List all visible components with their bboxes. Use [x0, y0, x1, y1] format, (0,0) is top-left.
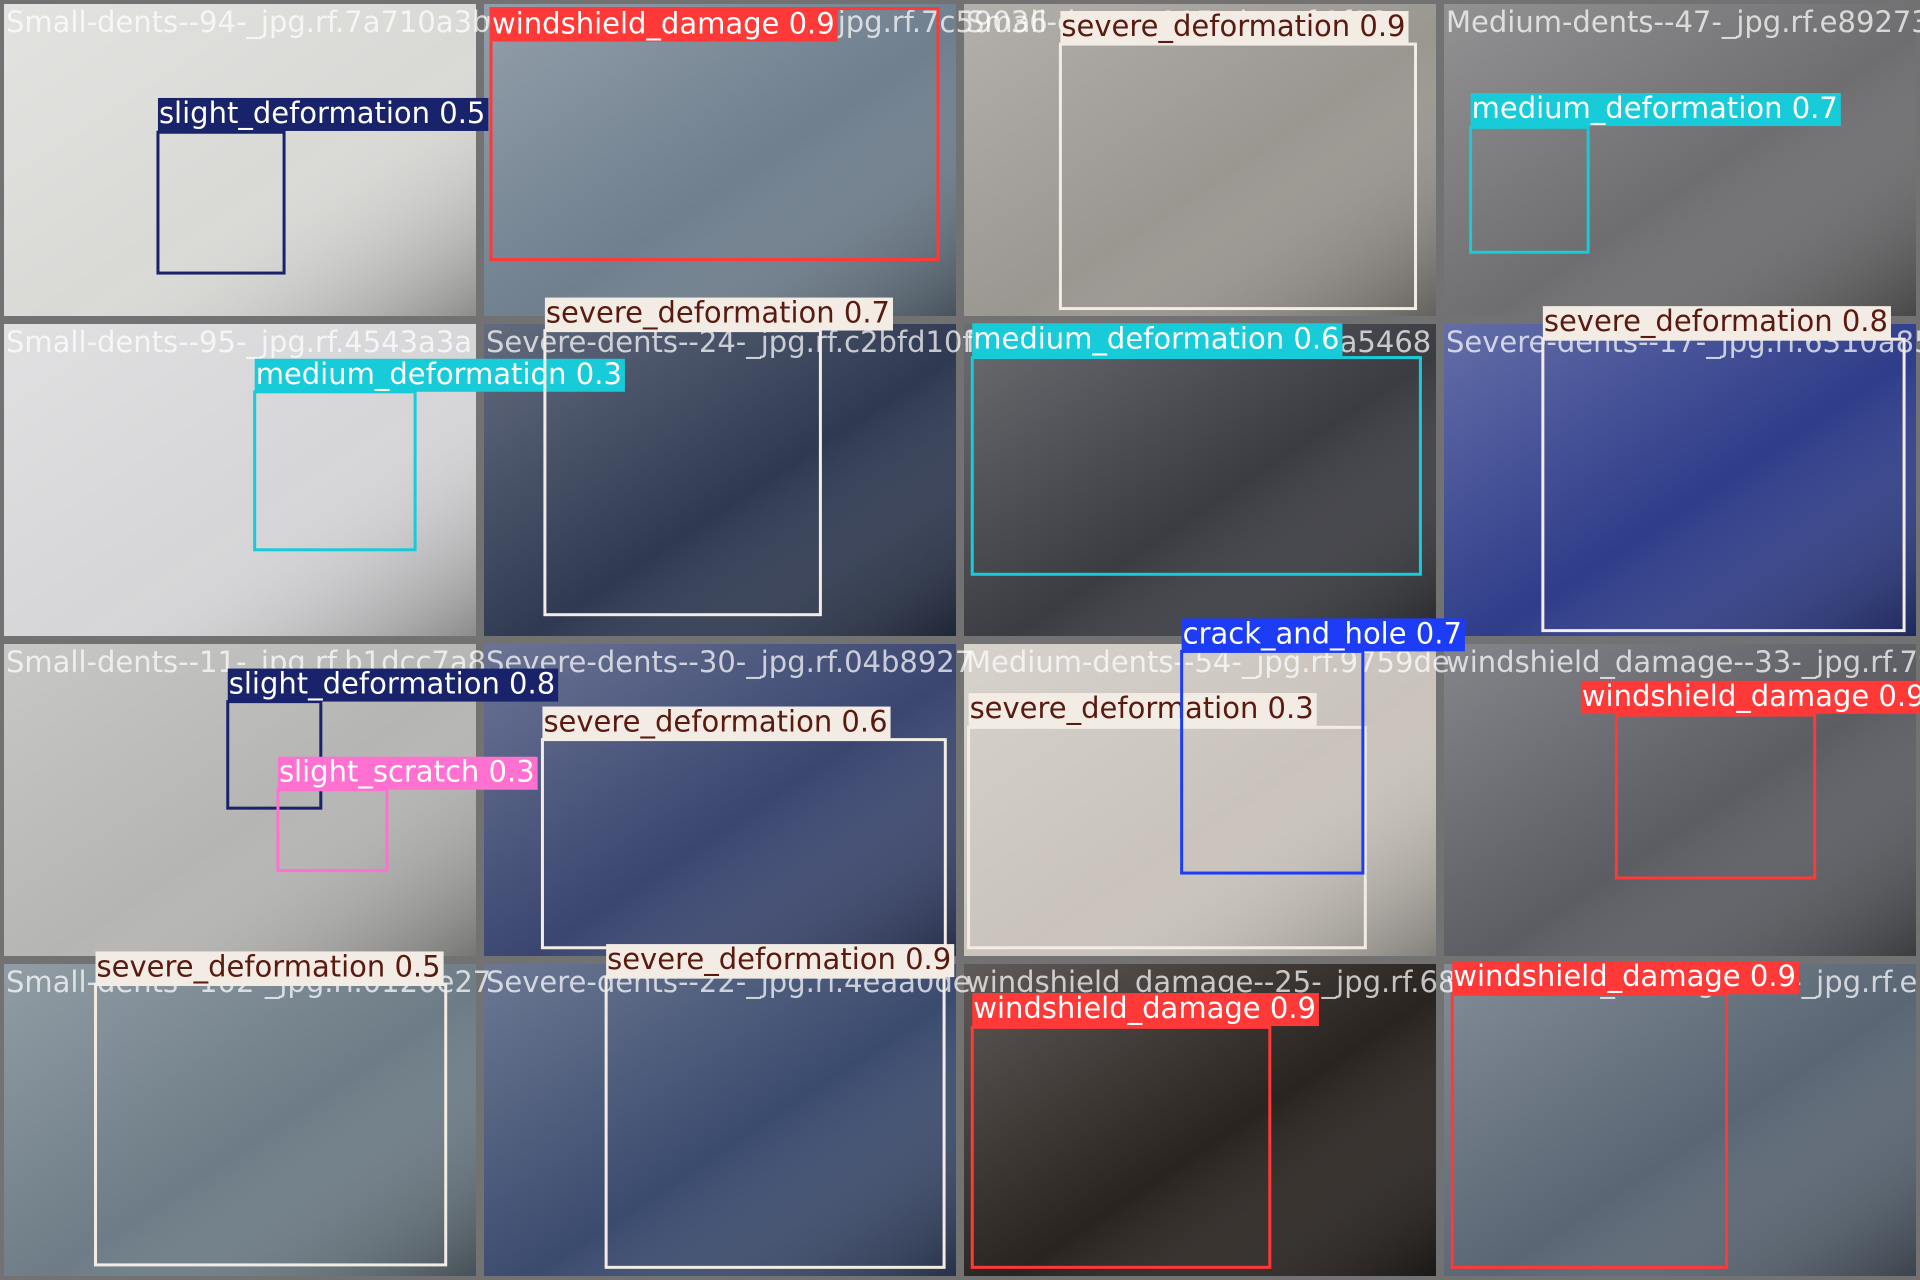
bounding-box: [1614, 713, 1817, 880]
filename: Severe-dents--30-_jpg.rf.04b8927: [486, 645, 973, 679]
label-background: [157, 97, 489, 131]
bounding-box: [604, 975, 946, 1269]
label-background: [972, 993, 1319, 1027]
photo-shade: [1444, 964, 1916, 1276]
photo-shade: [1444, 4, 1916, 316]
label-background: [1181, 618, 1465, 652]
label-background: [1060, 11, 1409, 45]
detection-label: severe_deformation 0.3: [970, 691, 1314, 725]
bounding-box: [1180, 649, 1365, 875]
detection-label: severe_deformation 0.9: [607, 942, 951, 976]
label-background: [277, 756, 538, 790]
detection-label: crack_and_hole 0.7: [1183, 616, 1462, 650]
detection-label: medium_deformation 0.3: [256, 357, 622, 391]
bounding-box: [1058, 42, 1418, 311]
label-background: [491, 8, 838, 42]
tiles: [4, 4, 1916, 1276]
detection-label: windshield_damage 0.9: [492, 7, 835, 41]
bounding-box: [253, 390, 417, 552]
photo-shade: [4, 4, 476, 316]
filename: Medium-dents--47-_jpg.rf.e89273: [1446, 5, 1920, 39]
label-background: [1542, 306, 1891, 340]
detection-label: medium_deformation 0.6: [973, 321, 1339, 355]
label-background: [968, 693, 1317, 727]
photo-shade: [484, 644, 956, 956]
bounding-box: [276, 788, 389, 873]
label-background: [1580, 680, 1920, 714]
label-background: [606, 944, 955, 978]
detection-label: severe_deformation 0.9: [1061, 9, 1405, 43]
detection-label: medium_deformation 0.7: [1472, 91, 1838, 125]
photo-shade: [1444, 324, 1916, 636]
label-background: [95, 951, 444, 985]
label-background: [542, 706, 891, 740]
bounding-box: [1450, 992, 1729, 1269]
detection-label: slight_scratch 0.3: [279, 755, 535, 789]
label-background: [972, 323, 1343, 357]
detection-label: severe_deformation 0.7: [546, 296, 890, 330]
detections: slight_deformation 0.5 windshield_damage …: [94, 7, 1920, 1269]
bounding-box: [543, 329, 822, 617]
detection-label: severe_deformation 0.8: [1544, 304, 1888, 338]
detection-label: windshield_damage 0.9: [973, 991, 1316, 1025]
bounding-box: [156, 130, 286, 275]
bounding-box: [1469, 125, 1590, 254]
label-background: [544, 297, 894, 331]
bounding-box: [967, 725, 1367, 950]
label-background: [227, 668, 559, 702]
bounding-box: [1541, 337, 1906, 633]
photo-shade: [964, 324, 1436, 636]
label-background: [1452, 961, 1799, 995]
detection-label: severe_deformation 0.5: [97, 949, 441, 983]
photo-shade: [964, 4, 1436, 316]
bounding-box: [226, 700, 323, 810]
detection-label: windshield_damage 0.9: [1582, 679, 1920, 713]
detection-label: severe_deformation 0.6: [543, 705, 887, 739]
detection-label: windshield_damage 0.9: [1453, 959, 1796, 993]
label-background: [1470, 93, 1841, 127]
photo-shade: [484, 4, 956, 316]
bounding-box: [970, 1025, 1272, 1269]
detection-label: slight_deformation 0.8: [229, 667, 555, 701]
bounding-box: [94, 982, 448, 1267]
bounding-box: [970, 356, 1422, 576]
filename: windshield_damage--33-_jpg.rf.79: [1446, 645, 1920, 679]
photo-shade: [4, 964, 476, 1276]
label-background: [254, 358, 625, 392]
filename: Small-dents--95-_jpg.rf.4543a3a: [6, 325, 472, 359]
filename: Small-dents--94-_jpg.rf.7a710a3b: [6, 5, 490, 39]
photo-shade: [484, 964, 956, 1276]
detection-label: slight_deformation 0.5: [159, 96, 485, 130]
